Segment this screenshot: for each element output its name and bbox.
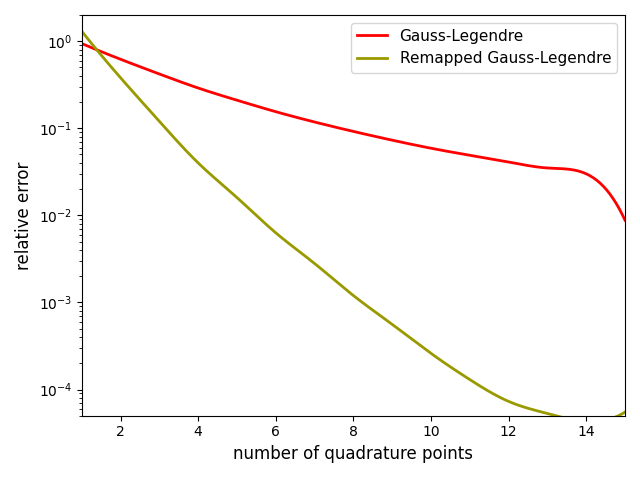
Remapped Gauss-Legendre bbox=[339, 284, 347, 290]
Gauss-Legendre bbox=[372, 134, 380, 140]
Remapped Gauss-Legendre bbox=[588, 419, 595, 424]
Y-axis label: relative error: relative error bbox=[15, 161, 33, 270]
Remapped Gauss-Legendre bbox=[609, 415, 617, 421]
Gauss-Legendre bbox=[523, 163, 531, 168]
Gauss-Legendre bbox=[336, 125, 344, 131]
Line: Gauss-Legendre: Gauss-Legendre bbox=[82, 43, 625, 220]
Remapped Gauss-Legendre bbox=[336, 282, 344, 287]
X-axis label: number of quadrature points: number of quadrature points bbox=[234, 445, 474, 463]
Gauss-Legendre bbox=[608, 194, 616, 200]
Remapped Gauss-Legendre bbox=[523, 405, 531, 411]
Remapped Gauss-Legendre bbox=[401, 331, 409, 337]
Line: Remapped Gauss-Legendre: Remapped Gauss-Legendre bbox=[82, 31, 625, 422]
Remapped Gauss-Legendre bbox=[621, 409, 629, 415]
Gauss-Legendre bbox=[339, 126, 347, 132]
Gauss-Legendre bbox=[621, 217, 629, 223]
Legend: Gauss-Legendre, Remapped Gauss-Legendre: Gauss-Legendre, Remapped Gauss-Legendre bbox=[351, 22, 618, 73]
Remapped Gauss-Legendre bbox=[372, 309, 380, 315]
Gauss-Legendre bbox=[78, 41, 86, 46]
Gauss-Legendre bbox=[401, 140, 409, 146]
Remapped Gauss-Legendre bbox=[78, 28, 86, 34]
